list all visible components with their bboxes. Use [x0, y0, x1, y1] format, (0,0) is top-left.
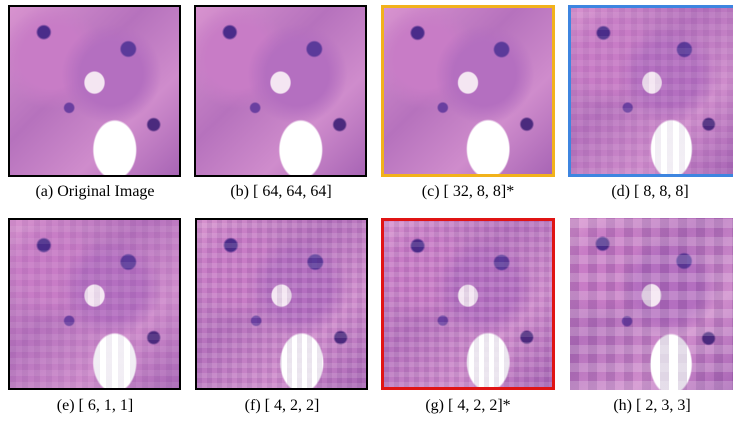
image-panel — [570, 218, 733, 390]
caption: (g) [ 4, 2, 2]* — [373, 397, 563, 415]
caption: (a) Original Image — [0, 183, 190, 201]
image-panel — [381, 218, 555, 390]
image-panel — [195, 218, 368, 390]
caption: (c) [ 32, 8, 8]* — [373, 183, 563, 201]
caption: (h) [ 2, 3, 3] — [557, 397, 733, 415]
image-panel — [194, 5, 367, 177]
figure: (a) Original Image (b) [ 64, 64, 64] (c)… — [0, 0, 733, 423]
image-panel — [8, 5, 181, 177]
image-panel — [381, 5, 555, 177]
image-panel — [568, 5, 733, 177]
image-panel — [8, 218, 181, 390]
caption: (f) [ 4, 2, 2] — [187, 397, 377, 415]
caption: (d) [ 8, 8, 8] — [555, 183, 733, 201]
caption: (b) [ 64, 64, 64] — [186, 183, 376, 201]
caption: (e) [ 6, 1, 1] — [0, 397, 190, 415]
